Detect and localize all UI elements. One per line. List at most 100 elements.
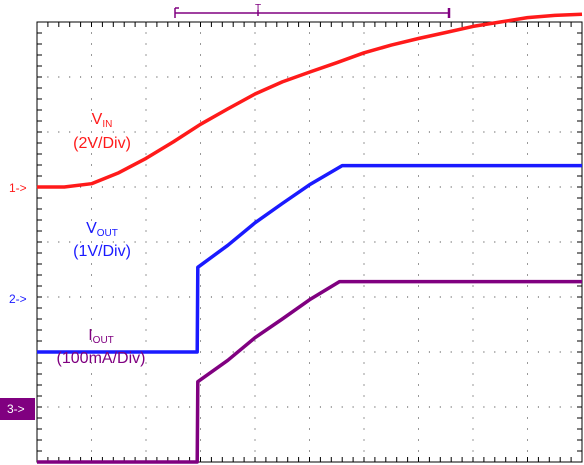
grid-dot [156,186,158,188]
grid-dot [309,351,310,353]
grid-dot [418,197,419,199]
grid-dot [254,439,256,441]
grid-dot [418,186,419,188]
grid-dot [374,296,376,298]
grid-dot [112,131,114,133]
grid-dot [254,175,256,177]
grid-dot [145,230,147,232]
grid-dot [178,131,180,133]
grid-dot [374,186,376,188]
grid-dot [363,340,365,342]
grid-dot [221,76,223,78]
grid-dot [319,241,321,243]
grid-dot [254,98,256,100]
grid-dot [145,263,147,265]
series-label-iout: IOUT (100mA/Div) [57,327,146,367]
grid-dot [254,329,256,331]
grid-dot [472,153,474,155]
grid-dot [145,43,147,45]
grid-dot [374,76,376,78]
grid-dot [200,98,201,100]
grid-dot [548,241,550,243]
grid-dot [363,351,365,353]
grid-dot [527,76,528,78]
grid-dot [134,131,136,133]
grid-dot [145,76,147,78]
grid-dot [47,296,49,298]
grid-dot [352,406,354,408]
grid-dot [385,296,387,298]
grid-dot [287,186,289,188]
grid-dot [254,197,256,199]
grid-dot [330,406,332,408]
grid-dot [145,296,147,298]
grid-dot [145,439,147,441]
grid-dot [352,351,354,353]
grid-dot [363,197,365,199]
grid-dot [418,296,419,298]
grid-dot [439,186,441,188]
grid-dot [309,263,310,265]
grid-dot [134,76,136,78]
grid-dot [254,263,256,265]
grid-dot [254,87,256,89]
grid-dot [363,32,365,34]
grid-dot [254,76,256,78]
grid-dot [352,241,354,243]
grid-dot [200,318,201,320]
grid-dot [472,428,474,430]
grid-dot [134,406,136,408]
grid-dot [472,340,474,342]
grid-dot [527,208,528,210]
grid-dot [363,296,365,298]
grid-dot [145,406,147,408]
grid-dot [254,252,256,254]
grid-dot [439,406,441,408]
grid-dot [396,241,398,243]
grid-dot [472,241,474,243]
grid-dot [570,406,572,408]
grid-dot [254,32,256,34]
grid-dot [527,428,528,430]
grid-dot [276,76,278,78]
grid-dot [418,362,419,364]
grid-dot [210,296,212,298]
grid-dot [232,406,234,408]
grid-dot [134,296,136,298]
grid-dot [309,395,310,397]
grid-dot [254,208,256,210]
grid-dot [91,175,92,177]
grid-dot [189,241,191,243]
grid-dot [200,76,201,78]
grid-dot [254,384,256,386]
grid-dot [200,65,201,67]
grid-dot [472,373,474,375]
grid-dot [91,274,92,276]
grid-dot [505,76,507,78]
grid-dot [352,186,354,188]
grid-dot [527,43,528,45]
grid-dot [461,296,463,298]
grid-dot [91,362,92,364]
grid-dot [265,76,267,78]
grid-dot [418,131,419,133]
channel-marker-3-box [0,398,35,420]
grid-dot [145,65,147,67]
grid-dot [101,76,103,78]
grid-dot [418,395,419,397]
grid-dot [91,296,92,298]
grid-dot [527,340,528,342]
grid-dot [232,351,234,353]
grid-dot [418,351,419,353]
grid-dot [527,120,528,122]
grid-dot [548,76,550,78]
grid-dot [123,296,125,298]
grid-dot [287,296,289,298]
grid-dot [309,373,310,375]
grid-dot [559,296,561,298]
grid-dot [407,241,409,243]
grid-dot [472,285,474,287]
grid-dot [200,43,201,45]
grid-dot [527,219,528,221]
grid-dot [472,351,474,353]
